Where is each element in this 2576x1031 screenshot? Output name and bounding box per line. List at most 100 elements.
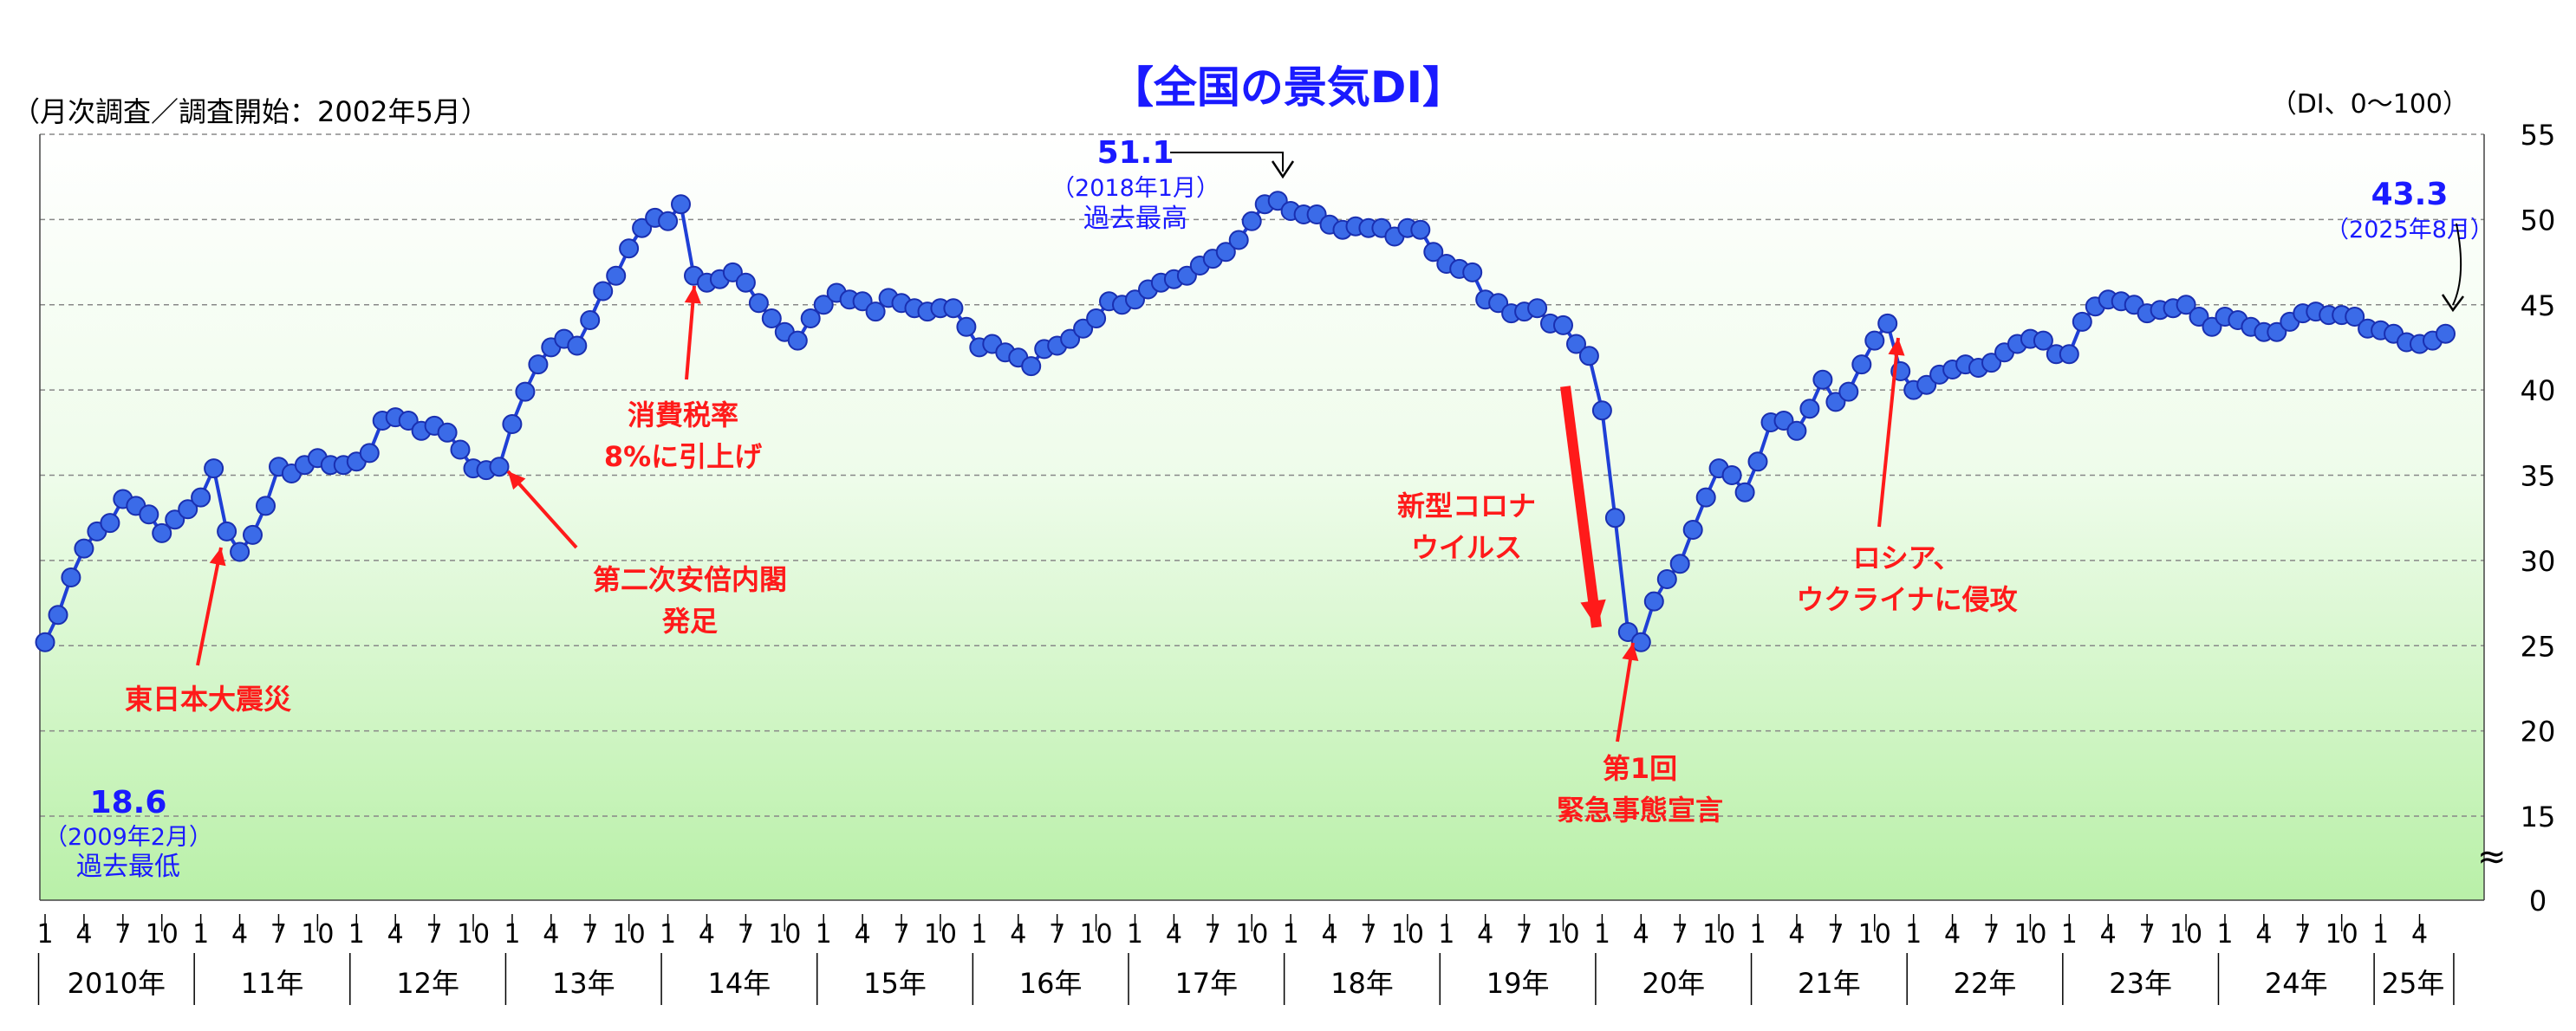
data-point — [1553, 314, 1573, 335]
y-tick-labels: 15 20 25 30 35 40 45 50 55 0 — [2521, 119, 2556, 918]
x-month-label: 10 — [1858, 919, 1891, 950]
x-month-label: 1 — [1905, 919, 1922, 950]
data-point — [1423, 242, 1444, 263]
data-point — [1643, 591, 1664, 612]
annotation-latest-value: 43.3 — [2371, 177, 2449, 212]
x-month-label: 10 — [1546, 919, 1579, 950]
data-point — [139, 504, 159, 525]
data-point — [1916, 374, 1937, 395]
y-axis-unit-label: （DI、0〜100） — [2271, 89, 2469, 120]
data-point — [243, 524, 263, 545]
data-point — [735, 272, 756, 293]
x-month-label: 1 — [504, 919, 520, 950]
data-point — [48, 605, 68, 626]
data-point — [671, 194, 691, 215]
data-point — [1877, 313, 1898, 334]
data-point — [256, 496, 276, 516]
data-point — [191, 487, 211, 508]
data-point — [606, 265, 627, 286]
data-point — [1306, 204, 1327, 224]
data-point — [2072, 311, 2092, 332]
y-tick-label: 35 — [2521, 460, 2556, 493]
x-year-label: 20年 — [1642, 967, 1705, 1000]
data-point — [1773, 411, 1794, 431]
data-point — [35, 632, 55, 652]
x-month-label: 1 — [660, 919, 676, 950]
data-point — [1086, 308, 1107, 328]
data-point — [165, 509, 185, 530]
x-month-label: 4 — [2100, 919, 2117, 950]
data-point — [178, 499, 198, 520]
x-month-label: 1 — [192, 919, 209, 950]
x-month-label: 7 — [893, 919, 909, 950]
data-point — [1215, 242, 1236, 263]
annotation-latest-arrowhead — [2441, 294, 2464, 313]
data-point — [1786, 420, 1807, 441]
data-point — [1669, 554, 1690, 574]
x-month-label: 1 — [1283, 919, 1299, 950]
grid-lines — [39, 133, 2485, 901]
x-year-label: 19年 — [1486, 967, 1550, 1000]
annotation-emergency-2: 緊急事態宣言 — [1557, 794, 1723, 827]
annotation-ukraine-arrow-head — [1888, 338, 1905, 356]
data-point — [2436, 323, 2456, 344]
data-point — [1176, 265, 1197, 286]
data-point — [1462, 262, 1483, 282]
data-point — [632, 217, 653, 238]
series-points — [35, 191, 2456, 652]
x-year-label: 18年 — [1330, 967, 1394, 1000]
annotation-abe-arrow-head — [508, 471, 526, 490]
x-month-label: 1 — [1594, 919, 1610, 950]
x-month-label: 4 — [855, 919, 871, 950]
data-point — [2059, 344, 2079, 365]
x-month-label: 1 — [2216, 919, 2233, 950]
data-point — [502, 414, 523, 434]
x-month-label: 4 — [1788, 919, 1805, 950]
annotation-low-value: 18.6 — [90, 785, 167, 820]
axis-break-mark: ≈ — [2477, 837, 2507, 877]
x-month-label: 7 — [1205, 919, 1221, 950]
data-point — [2176, 295, 2196, 315]
x-month-label: 1 — [971, 919, 987, 950]
annotation-covid-2: ウイルス — [1411, 531, 1522, 564]
x-year-label: 24年 — [2265, 967, 2328, 1000]
x-year-label: 25年 — [2382, 967, 2445, 1000]
x-month-label: 7 — [2294, 919, 2311, 950]
x-month-label: 1 — [36, 919, 53, 950]
data-point — [515, 381, 536, 402]
data-point — [1799, 399, 1820, 419]
data-point — [100, 513, 120, 534]
data-point — [852, 291, 873, 312]
plot-background — [40, 134, 2484, 900]
data-point — [2345, 307, 2365, 327]
annotation-emergency: 第1回 — [1603, 752, 1677, 785]
data-point — [787, 330, 808, 351]
data-point — [1734, 482, 1755, 503]
x-month-label: 7 — [582, 919, 598, 950]
data-point — [1747, 451, 1768, 472]
data-point — [1721, 465, 1742, 485]
x-month-label: 10 — [1702, 919, 1735, 950]
x-month-label: 10 — [146, 919, 179, 950]
x-month-label: 1 — [1438, 919, 1454, 950]
y-tick-label: 20 — [2521, 716, 2556, 749]
annotation-ukraine-2: ウクライナに侵攻 — [1796, 583, 2018, 616]
x-month-label: 1 — [2061, 919, 2078, 950]
data-point — [1604, 508, 1625, 528]
data-point — [230, 541, 250, 562]
x-month-label: 7 — [738, 919, 754, 950]
x-month-label: 10 — [301, 919, 334, 950]
x-month-label: 10 — [457, 919, 490, 950]
data-point — [2033, 330, 2053, 351]
x-month-label: 10 — [1235, 919, 1268, 950]
annotation-earthquake-arrow-head — [209, 548, 226, 567]
annotation-covid: 新型コロナ — [1397, 490, 1536, 522]
data-point — [1656, 569, 1677, 589]
data-point — [1021, 356, 1042, 377]
x-year-label: 13年 — [552, 967, 615, 1000]
x-month-label: 4 — [387, 919, 404, 950]
x-year-label: 22年 — [1954, 967, 2017, 1000]
y-tick-label: 30 — [2521, 545, 2556, 578]
annotation-tax-hike-2: 8%に引上げ — [604, 440, 762, 473]
